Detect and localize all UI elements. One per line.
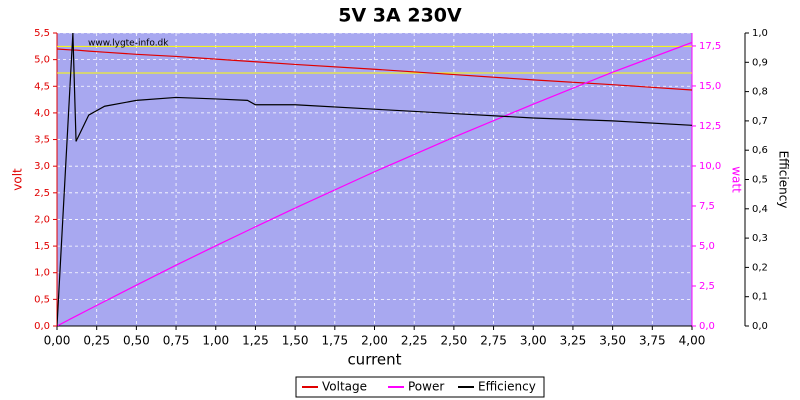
x-tick-label: 3,50	[599, 334, 626, 348]
x-tick-label: 0,25	[83, 334, 110, 348]
legend-box	[295, 376, 545, 398]
y-tick-label: 12,5	[699, 121, 721, 132]
y-tick-label: 1,0	[34, 268, 50, 279]
y-tick-label: 0,4	[752, 204, 768, 215]
x-tick-label: 1,75	[321, 334, 348, 348]
y-tick-label: 0,2	[752, 262, 768, 273]
y-tick-label: 0,0	[34, 321, 50, 332]
x-tick-label: 3,75	[639, 334, 666, 348]
x-tick-label: 4,00	[679, 334, 706, 348]
x-tick-label: 3,25	[560, 334, 587, 348]
y-tick-label: 0,5	[34, 294, 50, 305]
y-tick-label: 3,5	[34, 135, 50, 146]
y3-axis-title: Efficiency	[777, 151, 791, 209]
legend-label: Efficiency	[478, 380, 536, 394]
x-tick-label: 0,50	[123, 334, 150, 348]
legend-label: Power	[408, 380, 444, 394]
y-tick-label: 2,5	[699, 281, 715, 292]
x-tick-label: 1,25	[242, 334, 269, 348]
x-tick-label: 0,75	[163, 334, 190, 348]
y-tick-label: 5,5	[34, 28, 50, 39]
y-tick-label: 0,0	[752, 321, 768, 332]
y-tick-label: 0,3	[752, 233, 768, 244]
y-tick-label: 0,0	[699, 321, 715, 332]
x-tick-label: 2,50	[441, 334, 468, 348]
y-tick-label: 1,0	[752, 28, 768, 39]
x-tick-label: 1,00	[202, 334, 229, 348]
y-tick-label: 5,0	[699, 241, 715, 252]
y-tick-label: 3,0	[34, 161, 50, 172]
y-tick-label: 7,5	[699, 201, 715, 212]
y-tick-label: 15,0	[699, 81, 721, 92]
y-tick-label: 1,5	[34, 241, 50, 252]
watermark: www.lygte-info.dk	[88, 39, 169, 49]
x-tick-label: 3,00	[520, 334, 547, 348]
y-tick-label: 0,9	[752, 57, 768, 68]
y2-axis-title: watt	[730, 166, 744, 193]
y-tick-label: 4,5	[34, 81, 50, 92]
y-tick-label: 5,0	[34, 55, 50, 66]
x-tick-label: 2,25	[401, 334, 428, 348]
y-tick-label: 4,0	[34, 108, 50, 119]
series-line	[57, 48, 692, 91]
y-axis-title: volt	[11, 168, 25, 191]
y-tick-label: 0,1	[752, 292, 768, 303]
series-line	[57, 41, 692, 326]
plot-lines	[57, 33, 692, 326]
y-tick-label: 2,0	[34, 214, 50, 225]
y-tick-label: 17,5	[699, 41, 721, 52]
y-tick-label: 10,0	[699, 161, 721, 172]
y-tick-label: 0,5	[752, 175, 768, 186]
x-tick-label: 2,75	[480, 334, 507, 348]
x-axis-title: current	[347, 351, 401, 369]
legend-label: Voltage	[322, 380, 367, 394]
y-tick-label: 0,8	[752, 87, 768, 98]
x-tick-label: 0,00	[44, 334, 71, 348]
x-tick-label: 2,00	[361, 334, 388, 348]
series-line	[57, 33, 692, 326]
y-tick-label: 0,7	[752, 116, 768, 127]
chart-title: 5V 3A 230V	[338, 5, 462, 27]
x-tick-label: 1,50	[282, 334, 309, 348]
y-tick-label: 2,5	[34, 188, 50, 199]
y-tick-label: 0,6	[752, 145, 768, 156]
